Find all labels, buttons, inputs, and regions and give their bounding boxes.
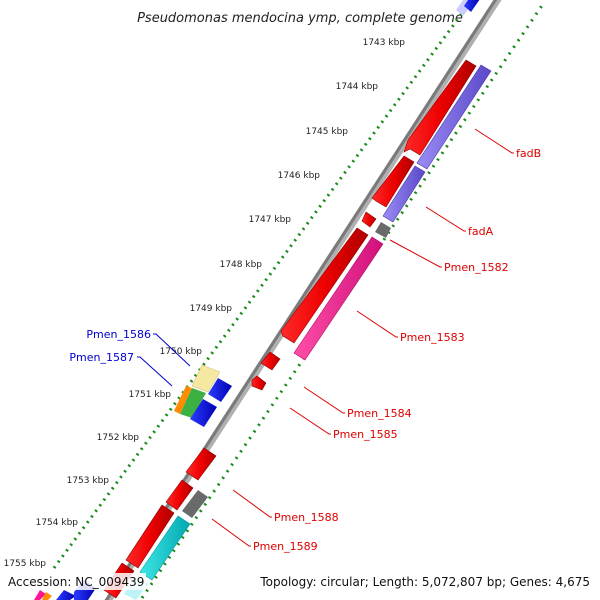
tick-label-1747: 1747 kbp	[249, 215, 292, 225]
gene-pmen1586-orange[interactable]	[174, 386, 192, 414]
label-pmen1584[interactable]: Pmen_1584	[347, 407, 412, 420]
label-fadB[interactable]: fadB	[516, 147, 541, 160]
tick-label-1746: 1746 kbp	[278, 171, 321, 181]
gene-fadA-red[interactable]	[371, 155, 415, 208]
gene-leader-lines	[211, 128, 514, 547]
footer-summary-bg	[258, 573, 594, 590]
tick-label-1753: 1753 kbp	[67, 476, 110, 486]
gene-pmen1584-red[interactable]	[260, 351, 281, 371]
label-pmen1586[interactable]: Pmen_1586	[86, 328, 151, 341]
tick-label-1754: 1754 kbp	[36, 518, 79, 528]
footer-accession-bg	[6, 573, 146, 590]
outer-tick-ring	[52, 7, 468, 569]
gene-pmen1586-yellow[interactable]	[191, 364, 221, 393]
footer-summary: Topology: circular; Length: 5,072,807 bp…	[259, 575, 590, 589]
gene-fadB-purple[interactable]	[416, 64, 492, 170]
tick-label-1752: 1752 kbp	[97, 433, 140, 443]
label-pmen1589[interactable]: Pmen_1589	[253, 540, 318, 553]
tick-label-1744: 1744 kbp	[336, 82, 379, 92]
gene-pmen1588-red[interactable]	[185, 447, 217, 481]
gene-pmen1583-red[interactable]	[280, 227, 369, 344]
gene-pmen1587-blue-1[interactable]	[208, 378, 232, 402]
gene-pmen1582-gray	[375, 222, 391, 238]
tick-label-1749: 1749 kbp	[190, 304, 233, 314]
gene-pmen1589-red[interactable]	[125, 504, 175, 569]
label-fadA[interactable]: fadA	[468, 225, 494, 238]
gene-pmen1583-magenta[interactable]	[293, 236, 384, 361]
gene-red-lower-1[interactable]	[165, 479, 194, 511]
tick-label-1750: 1750 kbp	[160, 347, 203, 357]
label-pmen1583[interactable]: Pmen_1583	[400, 331, 465, 344]
blue-leader-lines	[137, 333, 191, 387]
gene-pmen1582-red[interactable]	[361, 211, 377, 228]
tick-label-1751: 1751 kbp	[129, 390, 172, 400]
label-pmen1588[interactable]: Pmen_1588	[274, 511, 339, 524]
tick-label-1745: 1745 kbp	[306, 127, 349, 137]
label-pmen1582[interactable]: Pmen_1582	[444, 261, 509, 274]
tick-label-1748: 1748 kbp	[220, 260, 263, 270]
label-pmen1585[interactable]: Pmen_1585	[333, 428, 398, 441]
feature-top-blue	[464, 0, 480, 12]
feature-bottom-orange	[42, 592, 52, 600]
gene-pmen1589-cyan[interactable]	[139, 515, 191, 581]
tick-label-1743: 1743 kbp	[363, 38, 406, 48]
genome-title: Pseudomonas mendocina ymp, complete geno…	[137, 11, 463, 26]
label-pmen1587[interactable]: Pmen_1587	[69, 351, 134, 364]
gene-pmen1588-gray	[182, 490, 208, 518]
feature-bottom-blue-1	[56, 590, 76, 600]
gene-fadA-purple[interactable]	[382, 165, 426, 223]
gene-fadB-red[interactable]	[403, 59, 477, 156]
feature-bottom-magenta	[34, 590, 46, 600]
tick-label-1755: 1755 kbp	[4, 559, 47, 569]
gene-pmen1586-green[interactable]	[180, 388, 206, 418]
gene-pmen1585-red[interactable]	[251, 375, 267, 391]
footer-accession: Accession: NC_009439	[8, 575, 144, 589]
gene-pmen1587-blue-2[interactable]	[190, 399, 217, 427]
